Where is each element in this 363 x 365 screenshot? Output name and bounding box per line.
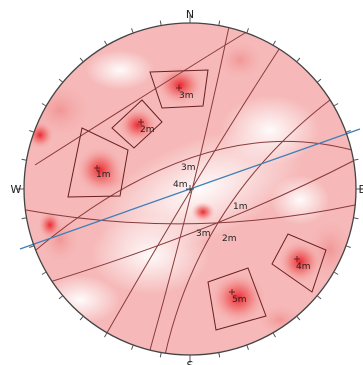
degree-tick	[246, 344, 249, 350]
set-window	[271, 233, 327, 293]
compass-south: S	[187, 359, 194, 365]
set-label: 3m	[179, 91, 194, 101]
density-contours	[24, 23, 356, 355]
degree-tick	[29, 130, 35, 133]
degree-tick	[41, 103, 47, 107]
great-circle	[99, 39, 286, 346]
set-label: 2m	[140, 125, 155, 135]
degree-tick	[159, 20, 162, 26]
degree-tick	[316, 295, 322, 300]
compass-east: E	[359, 183, 363, 196]
plane-label: 3m	[196, 229, 211, 239]
degree-tick	[21, 158, 27, 161]
set-label: 1m	[96, 170, 111, 180]
set-windows	[67, 69, 327, 331]
centroid-marker	[94, 165, 100, 171]
great-circle	[164, 99, 331, 355]
great-circle	[29, 140, 353, 256]
degree-tick	[131, 344, 134, 350]
great-circles	[25, 23, 356, 355]
degree-tick	[218, 20, 221, 26]
great-circle	[34, 29, 251, 166]
degree-tick	[246, 28, 249, 34]
set-centroids	[94, 85, 300, 295]
degree-tick	[345, 130, 351, 133]
compass-north: N	[186, 8, 194, 21]
degree-ticks	[16, 15, 363, 363]
plane-label: 1m	[233, 202, 248, 212]
center-marker	[186, 185, 194, 193]
set-window	[67, 127, 129, 198]
set-window	[207, 267, 267, 331]
centroid-marker	[229, 289, 235, 295]
degree-tick	[218, 352, 221, 358]
plane-label: 3m	[181, 163, 196, 173]
degree-tick	[104, 332, 108, 338]
degree-tick	[41, 271, 47, 275]
degree-tick	[79, 315, 84, 321]
centroid-marker	[176, 85, 182, 91]
degree-tick	[296, 57, 301, 63]
degree-tick	[353, 217, 359, 220]
great-circle	[39, 159, 356, 286]
degree-tick	[104, 40, 108, 46]
plane-label: 2m	[222, 234, 237, 244]
centroid-marker	[294, 256, 300, 262]
degree-tick	[272, 40, 276, 46]
set-label: 4m	[296, 262, 311, 272]
centroid-marker	[138, 119, 144, 125]
degree-tick	[333, 271, 339, 275]
compass-west: W	[11, 183, 22, 196]
set-window	[111, 99, 163, 149]
degree-tick	[159, 352, 162, 358]
set-label: 5m	[232, 295, 247, 305]
degree-tick	[79, 57, 84, 63]
degree-tick	[58, 295, 64, 300]
degree-tick	[316, 78, 322, 83]
great-circle	[25, 204, 356, 225]
set-window	[149, 69, 209, 109]
degree-tick	[131, 28, 134, 34]
degree-tick	[353, 158, 359, 161]
degree-tick	[345, 245, 351, 248]
plane-label: 4m	[173, 180, 188, 190]
degree-tick	[296, 315, 301, 321]
degree-tick	[58, 78, 64, 83]
degree-tick	[21, 217, 27, 220]
degree-tick	[29, 245, 35, 248]
degree-tick	[272, 332, 276, 338]
degree-tick	[333, 103, 339, 107]
